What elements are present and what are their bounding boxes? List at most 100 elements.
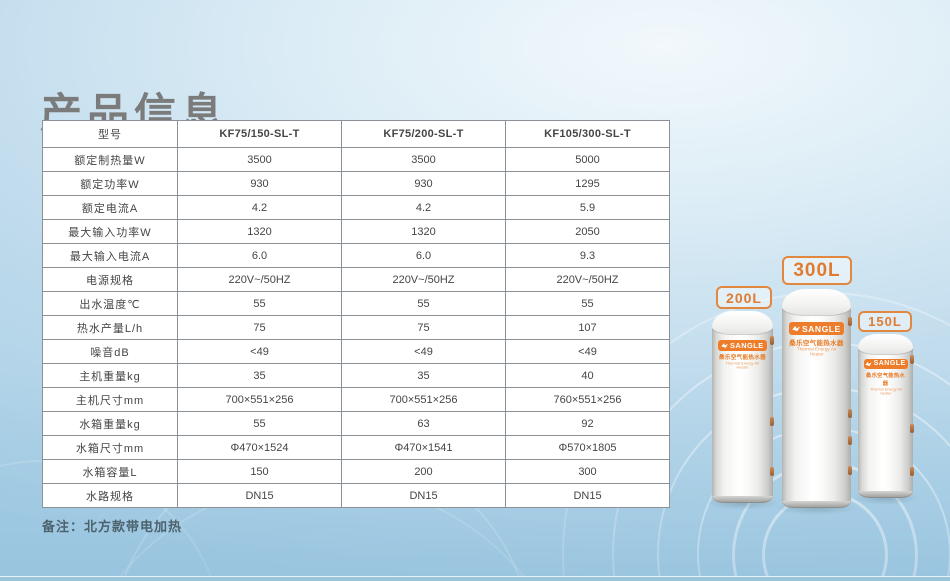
cell-value: 35	[177, 363, 342, 388]
cell-value: 40	[505, 363, 670, 388]
row-label: 水箱容量L	[42, 459, 178, 484]
brand-sticker: SANGLE 桑乐空气能热水器 Thermal Energy Air Heate…	[718, 339, 767, 371]
sangle-logo-icon	[792, 325, 800, 332]
cell-value: DN15	[341, 483, 506, 508]
row-label: 额定功率W	[42, 171, 178, 196]
table-row: 额定制热量W 3500 3500 5000	[42, 147, 670, 172]
table-header-row: 型号 KF75/150-SL-T KF75/200-SL-T KF105/300…	[42, 120, 670, 148]
cell-value: 1320	[177, 219, 342, 244]
cell-value: 1295	[505, 171, 670, 196]
cell-value: 63	[341, 411, 506, 436]
row-label: 水箱重量kg	[42, 411, 178, 436]
cell-value: 930	[177, 171, 342, 196]
row-label: 水路规格	[42, 483, 178, 508]
capacity-badge-300l: 300L	[782, 256, 852, 285]
cell-value: 75	[341, 315, 506, 340]
model-name: KF105/300-SL-T	[505, 120, 670, 148]
product-name-en: Thermal Energy Air Heater	[869, 387, 902, 396]
fitting-nub	[848, 466, 852, 476]
cell-value: Φ470×1524	[177, 435, 342, 460]
row-label: 噪音dB	[42, 339, 178, 364]
row-label: 主机重量kg	[42, 363, 178, 388]
fitting-nub	[848, 435, 852, 445]
cell-value: 220V~/50HZ	[177, 267, 342, 292]
cell-value: DN15	[177, 483, 342, 508]
cell-value: <49	[505, 339, 670, 364]
cell-value: 700×551×256	[341, 387, 506, 412]
fitting-nub	[910, 355, 914, 365]
cell-value: 150	[177, 459, 342, 484]
cell-value: 5000	[505, 147, 670, 172]
cell-value: 4.2	[341, 195, 506, 220]
cell-value: 220V~/50HZ	[505, 267, 670, 292]
cell-value: 75	[177, 315, 342, 340]
fitting-nub	[848, 317, 852, 327]
capacity-label: 300L	[793, 259, 841, 281]
product-name-cn: 桑乐空气能热水器	[718, 355, 767, 362]
water-tank-150l: SANGLE 桑乐空气能热水器 Thermal Energy Air Heate…	[852, 334, 919, 505]
cell-value: 1320	[341, 219, 506, 244]
cell-value: 6.0	[177, 243, 342, 268]
cell-value: 760×551×256	[505, 387, 670, 412]
capacity-label: 200L	[726, 289, 762, 306]
brand-band: SANGLE	[718, 339, 767, 352]
row-label: 电源规格	[42, 267, 178, 292]
cell-value: 55	[341, 291, 506, 316]
cell-value: <49	[341, 339, 506, 364]
row-label: 最大输入功率W	[42, 219, 178, 244]
fitting-nub	[848, 409, 852, 419]
sangle-logo-icon	[721, 343, 728, 348]
row-label: 额定制热量W	[42, 147, 178, 172]
row-label: 最大输入电流A	[42, 243, 178, 268]
model-header-label: 型号	[42, 120, 178, 148]
fitting-nub	[910, 424, 914, 434]
capacity-badge-150l: 150L	[858, 311, 912, 332]
cell-value: 700×551×256	[177, 387, 342, 412]
cell-value: 9.3	[505, 243, 670, 268]
product-name-cn: 桑乐空气能热水器	[866, 373, 905, 388]
table-row: 热水产量L/h 75 75 107	[42, 315, 670, 340]
cell-value: 930	[341, 171, 506, 196]
row-label: 出水温度℃	[42, 291, 178, 316]
tank-base	[858, 491, 913, 498]
fitting-nub	[770, 335, 774, 345]
cell-value: 4.2	[177, 195, 342, 220]
capacity-badge-200l: 200L	[716, 286, 772, 309]
cell-value: 5.9	[505, 195, 670, 220]
model-name: KF75/200-SL-T	[341, 120, 506, 148]
cell-value: 2050	[505, 219, 670, 244]
water-tank-200l: SANGLE 桑乐空气能热水器 Thermal Energy Air Heate…	[705, 311, 780, 510]
table-row: 水箱容量L 150 200 300	[42, 459, 670, 484]
spec-table: 型号 KF75/150-SL-T KF75/200-SL-T KF105/300…	[42, 120, 670, 508]
brand-name: SANGLE	[873, 360, 906, 368]
cell-value: 3500	[341, 147, 506, 172]
table-row: 最大输入功率W 1320 1320 2050	[42, 219, 670, 244]
cell-value: 55	[505, 291, 670, 316]
tank-base	[712, 496, 773, 503]
model-name: KF75/150-SL-T	[177, 120, 342, 148]
cell-value: DN15	[505, 483, 670, 508]
cell-value: Φ570×1805	[505, 435, 670, 460]
brand-sticker: SANGLE 桑乐空气能热水器 Thermal Energy Air Heate…	[863, 358, 908, 398]
spec-table-body: 型号 KF75/150-SL-T KF75/200-SL-T KF105/300…	[42, 120, 670, 508]
footnote: 备注：北方款带电加热	[42, 519, 183, 534]
cell-value: 6.0	[341, 243, 506, 268]
product-name-en: Thermal Energy Air Heater	[725, 361, 760, 370]
cell-value: 55	[177, 411, 342, 436]
cell-value: 55	[177, 291, 342, 316]
table-row: 主机重量kg 35 35 40	[42, 363, 670, 388]
cell-value: 220V~/50HZ	[341, 267, 506, 292]
fitting-nub	[770, 416, 774, 426]
fitting-nub	[910, 466, 914, 476]
row-label: 水箱尺寸mm	[42, 435, 178, 460]
table-row: 水箱尺寸mm Φ470×1524 Φ470×1541 Φ570×1805	[42, 435, 670, 460]
table-row: 水路规格 DN15 DN15 DN15	[42, 483, 670, 508]
table-row: 额定功率W 930 930 1295	[42, 171, 670, 196]
table-row: 水箱重量kg 55 63 92	[42, 411, 670, 436]
cell-value: 3500	[177, 147, 342, 172]
cell-value: 35	[341, 363, 506, 388]
cell-value: 107	[505, 315, 670, 340]
cell-value: 300	[505, 459, 670, 484]
cell-value: Φ470×1541	[341, 435, 506, 460]
